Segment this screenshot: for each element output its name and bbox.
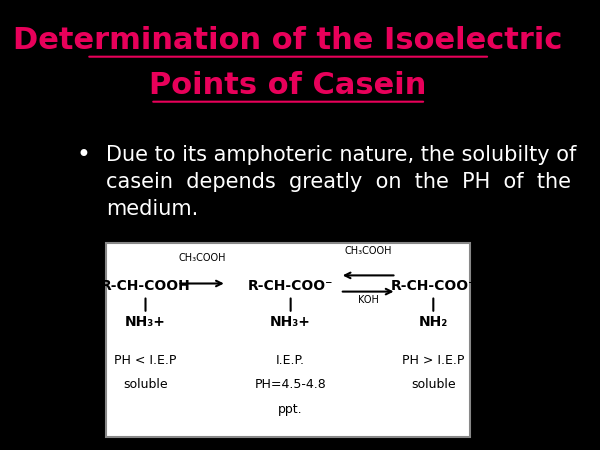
Text: casein  depends  greatly  on  the  PH  of  the: casein depends greatly on the PH of the xyxy=(106,172,571,192)
Text: soluble: soluble xyxy=(123,378,168,391)
Text: R-CH-COOH: R-CH-COOH xyxy=(101,279,190,293)
Text: NH₃+: NH₃+ xyxy=(270,315,311,329)
Text: Due to its amphoteric nature, the solubilty of: Due to its amphoteric nature, the solubi… xyxy=(106,145,577,165)
Text: KOH: KOH xyxy=(358,295,379,305)
Text: •: • xyxy=(77,143,91,167)
Text: CH₃COOH: CH₃COOH xyxy=(344,247,392,256)
Text: soluble: soluble xyxy=(411,378,455,391)
Text: Determination of the Isoelectric: Determination of the Isoelectric xyxy=(13,26,563,55)
Text: PH=4.5-4.8: PH=4.5-4.8 xyxy=(255,378,326,391)
Text: CH₃COOH: CH₃COOH xyxy=(178,253,226,263)
Text: PH < I.E.P: PH < I.E.P xyxy=(115,354,176,366)
Text: Points of Casein: Points of Casein xyxy=(149,71,427,100)
Text: NH₂: NH₂ xyxy=(419,315,448,329)
Text: R-CH-COO⁻: R-CH-COO⁻ xyxy=(248,279,334,293)
FancyBboxPatch shape xyxy=(106,243,470,436)
Text: R-CH-COO⁻: R-CH-COO⁻ xyxy=(391,279,476,293)
Text: PH > I.E.P: PH > I.E.P xyxy=(402,354,464,366)
Text: medium.: medium. xyxy=(106,199,199,219)
Text: NH₃+: NH₃+ xyxy=(125,315,166,329)
Text: ppt.: ppt. xyxy=(278,403,303,416)
Text: I.E.P.: I.E.P. xyxy=(276,354,305,366)
